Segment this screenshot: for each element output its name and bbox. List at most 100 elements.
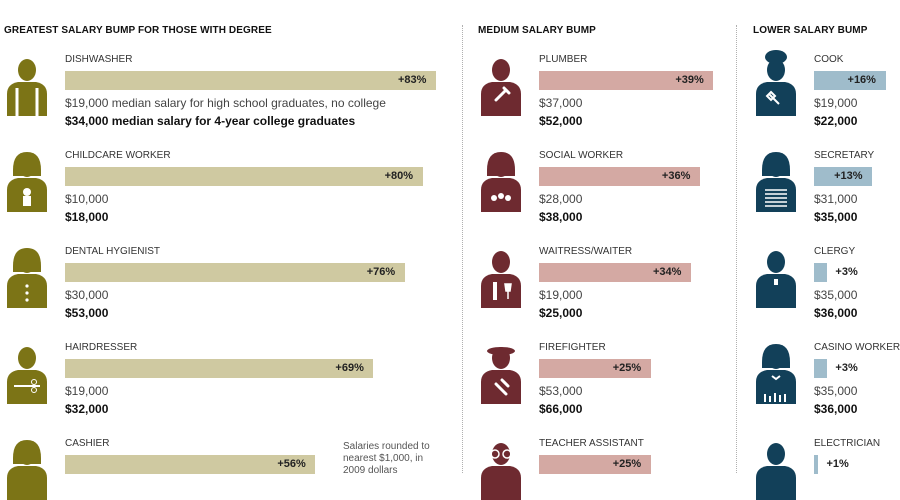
job-row: DENTAL HYGIENIST +76% $30,000 $53,000 [4, 192, 454, 320]
job-label: TEACHER ASSISTANT [539, 438, 644, 449]
job-row: TEACHER ASSISTANT +25% [478, 384, 738, 500]
bar-value-label: +69% [335, 362, 364, 374]
college-salary: $36,000 [814, 402, 858, 416]
high-school-salary: $31,000 [814, 192, 858, 206]
secretary-icon [753, 146, 799, 212]
column-lower: LOWER SALARY BUMP COOK +16% $19,000 $22,000… [753, 0, 900, 500]
plumber-icon [478, 50, 524, 116]
bar-value-label: +3% [835, 362, 858, 374]
column-divider [736, 25, 737, 473]
college-salary: $36,000 [814, 306, 858, 320]
teacher-assistant-icon [478, 434, 524, 500]
bar-value-label: +25% [612, 362, 642, 374]
column-title-lower: LOWER SALARY BUMP [753, 25, 868, 36]
job-row: COOK +16% $19,000 $22,000 [753, 0, 900, 128]
job-row: HAIRDRESSER +69% $19,000 $32,000 [4, 288, 454, 416]
job-label: SOCIAL WORKER [539, 150, 624, 161]
social-worker-icon [478, 146, 524, 212]
job-row: SOCIAL WORKER +36% $28,000 $38,000 [478, 96, 738, 224]
college-salary: $18,000 [65, 210, 109, 224]
job-label: COOK [814, 54, 844, 65]
job-row: SECRETARY +13% $31,000 $35,000 [753, 96, 900, 224]
college-salary: $53,000 [65, 306, 109, 320]
bar-value-label: +34% [652, 266, 682, 278]
salary-bump-bar [539, 167, 700, 186]
job-label: CASHIER [65, 438, 110, 449]
job-label: DENTAL HYGIENIST [65, 246, 161, 257]
salary-bump-bar [539, 359, 651, 378]
salary-bump-bar [65, 71, 436, 90]
salary-bump-bar [65, 359, 374, 378]
dishwasher-icon [4, 50, 50, 116]
job-row: CLERGY +3% $35,000 $36,000 [753, 192, 900, 320]
high-school-salary: $28,000 [539, 192, 583, 206]
firefighter-icon [478, 338, 524, 404]
high-school-salary: $19,000 [65, 384, 109, 398]
high-school-salary: $19,000 median salary for high school gr… [65, 96, 386, 110]
bar-value-label: +80% [384, 170, 414, 182]
job-row: CASINO WORKER +3% $35,000 $36,000 [753, 288, 900, 416]
job-label: CLERGY [814, 246, 856, 257]
salary-bump-bar [814, 167, 873, 186]
cook-icon [753, 50, 799, 116]
electrician-icon [753, 434, 799, 500]
bar-value-label: +1% [826, 458, 849, 470]
job-row: PLUMBER +39% $37,000 $52,000 [478, 0, 738, 128]
salary-bump-bar [814, 455, 819, 474]
job-label: HAIRDRESSER [65, 342, 138, 353]
dental-hygienist-icon [4, 242, 50, 308]
salary-bump-bar [814, 359, 828, 378]
cashier-icon [4, 434, 50, 500]
job-row: DISHWASHER +83% $19,000 median salary for … [4, 0, 454, 128]
bar-value-label: +83% [398, 74, 427, 86]
job-label: PLUMBER [539, 54, 588, 65]
job-label: DISHWASHER [65, 54, 133, 65]
casino-worker-icon [753, 338, 799, 404]
salary-bump-bar [539, 71, 714, 90]
college-salary: $66,000 [539, 402, 583, 416]
college-salary: $22,000 [814, 114, 858, 128]
high-school-salary: $35,000 [814, 288, 858, 302]
job-label: SECRETARY [814, 150, 875, 161]
college-salary: $52,000 [539, 114, 583, 128]
column-greatest: GREATEST SALARY BUMP FOR THOSE WITH DEGR… [4, 0, 454, 500]
college-salary: $38,000 [539, 210, 583, 224]
high-school-salary: $30,000 [65, 288, 109, 302]
high-school-salary: $53,000 [539, 384, 583, 398]
job-row: CHILDCARE WORKER +80% $10,000 $18,000 [4, 96, 454, 224]
salary-bump-bar [65, 455, 316, 474]
salary-bump-bar [539, 263, 691, 282]
bar-value-label: +13% [834, 170, 863, 182]
salary-bump-bar [814, 263, 828, 282]
rounding-note: Salaries rounded to nearest $1,000, in 2… [343, 441, 430, 476]
job-label: CASINO WORKER [814, 342, 900, 353]
high-school-salary: $37,000 [539, 96, 583, 110]
job-row: WAITRESS/WAITER +34% $19,000 $25,000 [478, 192, 738, 320]
salary-bump-bar [814, 71, 886, 90]
college-salary: $34,000 median salary for 4-year college… [65, 114, 356, 128]
childcare-worker-icon [4, 146, 50, 212]
bar-value-label: +76% [366, 266, 396, 278]
college-salary: $32,000 [65, 402, 109, 416]
job-label: CHILDCARE WORKER [65, 150, 171, 161]
job-label: FIREFIGHTER [539, 342, 606, 353]
bar-value-label: +56% [277, 458, 306, 470]
high-school-salary: $19,000 [814, 96, 858, 110]
bar-value-label: +39% [675, 74, 704, 86]
salary-bump-bar [65, 167, 423, 186]
job-row: FIREFIGHTER +25% $53,000 $66,000 [478, 288, 738, 416]
column-title-greatest: GREATEST SALARY BUMP FOR THOSE WITH DEGR… [4, 25, 272, 36]
column-medium: MEDIUM SALARY BUMP PLUMBER +39% $37,000 $52… [478, 0, 738, 500]
hairdresser-icon [4, 338, 50, 404]
job-label: WAITRESS/WAITER [539, 246, 633, 257]
bar-value-label: +36% [661, 170, 691, 182]
high-school-salary: $19,000 [539, 288, 583, 302]
column-divider [462, 25, 463, 473]
college-salary: $35,000 [814, 210, 858, 224]
bar-value-label: +25% [612, 458, 642, 470]
salary-bump-bar [65, 263, 405, 282]
clergy-icon [753, 242, 799, 308]
high-school-salary: $35,000 [814, 384, 858, 398]
waiter-icon [478, 242, 524, 308]
salary-bump-bar [539, 455, 651, 474]
